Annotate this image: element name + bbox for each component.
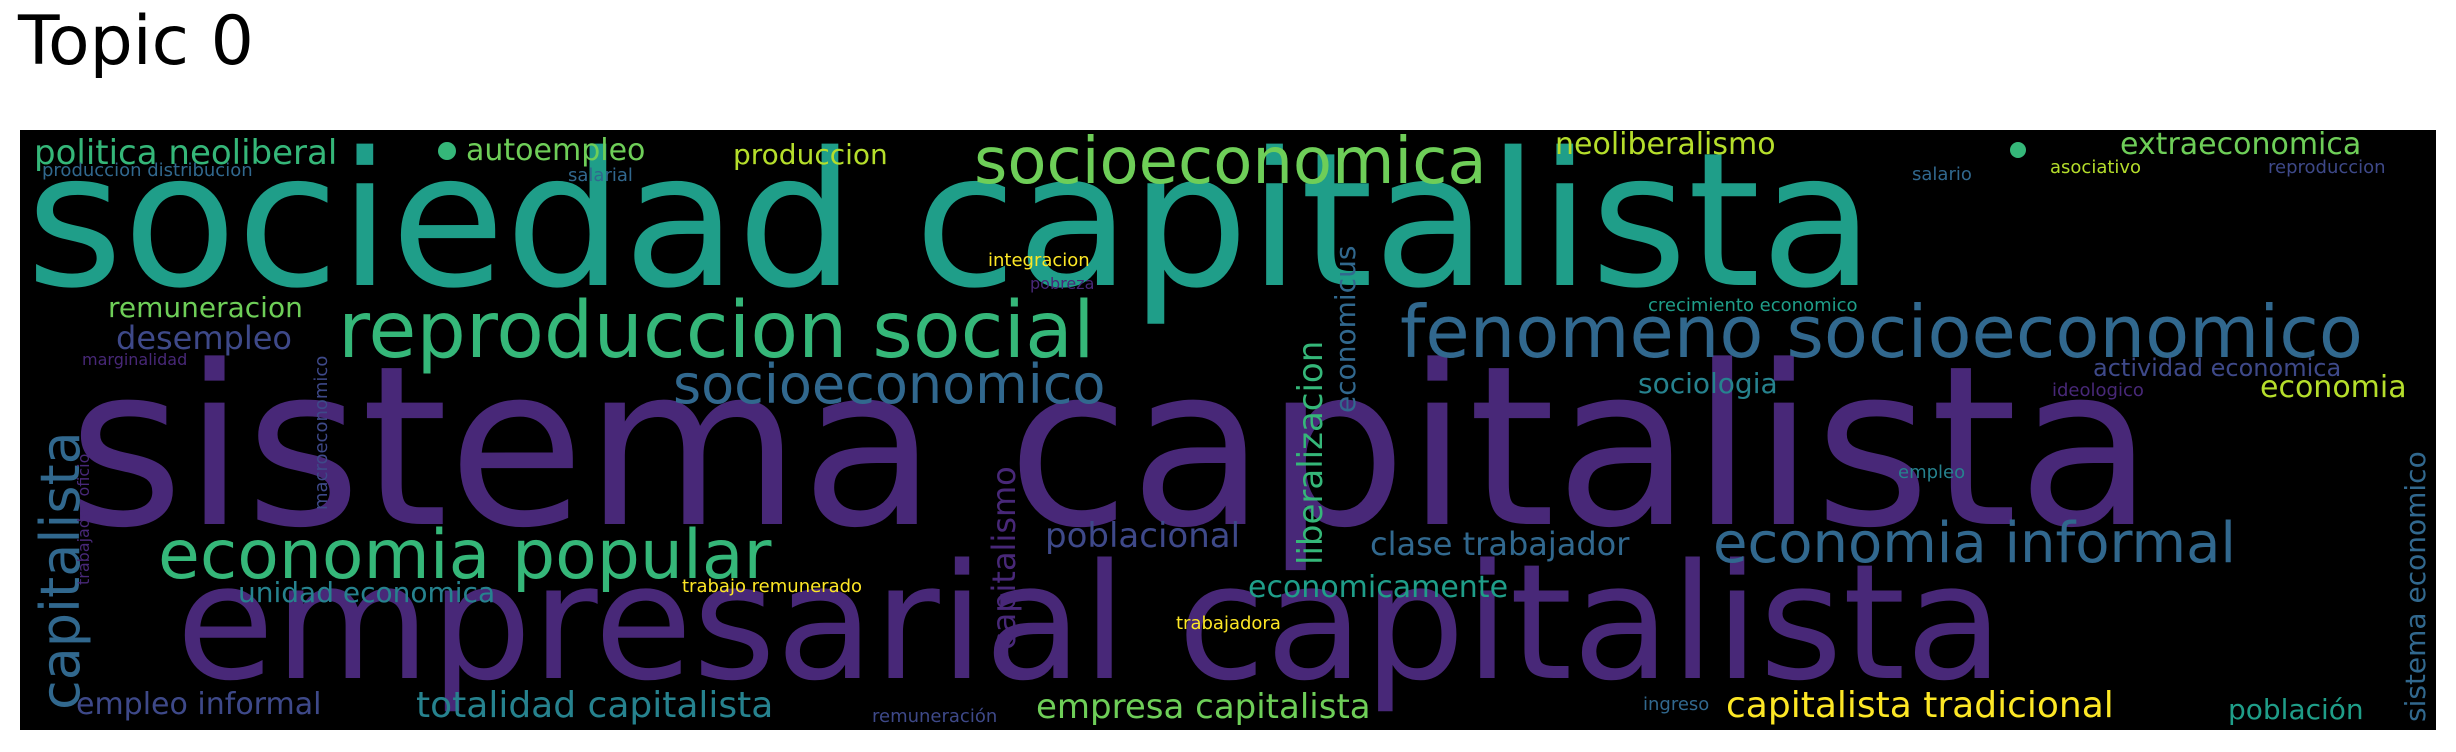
word-clase-trabajador: clase trabajador: [1370, 525, 1630, 563]
word-remuneracion: remuneracion: [108, 291, 303, 324]
word-economicamente: economicamente: [1248, 570, 1509, 605]
word-ingreso: ingreso: [1643, 694, 1710, 715]
word-totalidad-capitalista: totalidad capitalista: [416, 685, 774, 726]
word-salario: salario: [1912, 164, 1972, 185]
word-ideologico: ideologico: [2052, 380, 2144, 401]
word-macroeconomico: macroeconomico: [311, 355, 332, 510]
word-fenomeno-socioeconomico: fenomeno socioeconomico: [1400, 290, 2363, 374]
word-sociologia: sociologia: [1638, 367, 1778, 400]
chart-title: Topic 0: [18, 2, 254, 81]
dot-mark: [2010, 142, 2026, 158]
word-socioeconomico: socioeconomico: [673, 353, 1106, 416]
word-economia-popular: economia popular: [158, 516, 772, 595]
word-extraeconomica: extraeconomica: [2120, 130, 2362, 162]
word-liberalizacion: liberalizacion: [1291, 340, 1331, 565]
word-economicus: economicus: [1329, 245, 1362, 413]
word-asociativo: asociativo: [2050, 157, 2142, 178]
word-trabajador-oficio: trabajador oficio: [74, 453, 93, 585]
word-empleo: empleo: [1898, 462, 1966, 483]
word-sistema-capitalista: sistema capitalista: [68, 319, 2154, 577]
word-unidad-economica: unidad economica: [238, 576, 496, 609]
word-desempleo: desempleo: [116, 319, 292, 357]
word-economia-informal: economia informal: [1713, 511, 2236, 576]
word-trabajo-remunerado: trabajo remunerado: [682, 576, 863, 597]
word-politica-neoliberal: politica neoliberal: [34, 133, 338, 173]
word-poblacion: población: [2228, 693, 2364, 726]
dot-mark: [438, 142, 456, 160]
word-produccion: produccion: [733, 138, 888, 171]
word-reproduccion-social: reproduccion social: [338, 286, 1095, 376]
word-reproduccion: reproduccion: [2268, 157, 2386, 178]
word-economia: economia: [2260, 370, 2407, 405]
word-capitalista-tradicional: capitalista tradicional: [1726, 685, 2114, 726]
word-integracion: integracion: [988, 250, 1090, 271]
word-autoempleo: autoempleo: [466, 133, 646, 168]
word-sistema-economico: sistema economico: [2399, 451, 2432, 722]
word-socioeconomica: socioeconomica: [974, 130, 1487, 199]
word-marginalidad: marginalidad: [82, 350, 188, 369]
word-trabajadora: trabajadora: [1176, 613, 1281, 634]
word-empleo-informal: empleo informal: [76, 687, 322, 722]
word-remuneracion-accent: remuneración: [872, 706, 998, 727]
word-pobreza: pobreza: [1030, 274, 1095, 293]
word-poblacional: poblacional: [1045, 516, 1241, 556]
word-neoliberalismo: neoliberalismo: [1555, 130, 1776, 162]
word-cloud: sistema capitalista sociedad capitalista…: [20, 130, 2436, 730]
word-empresarial-capitalista: empresarial capitalista: [176, 529, 2004, 716]
word-produccion-distribucion: produccion distribucion: [42, 160, 253, 181]
word-crecimiento-economico: crecimiento economico: [1648, 295, 1858, 316]
word-sociedad-capitalista: sociedad capitalista: [26, 130, 1875, 329]
word-salarial: salarial: [568, 165, 633, 186]
word-capitalismo: capitalismo: [985, 466, 1023, 650]
dot-mark: [1507, 144, 1517, 154]
word-empresa-capitalista: empresa capitalista: [1036, 687, 1371, 727]
word-actividad-economica: actividad economica: [2093, 354, 2342, 382]
